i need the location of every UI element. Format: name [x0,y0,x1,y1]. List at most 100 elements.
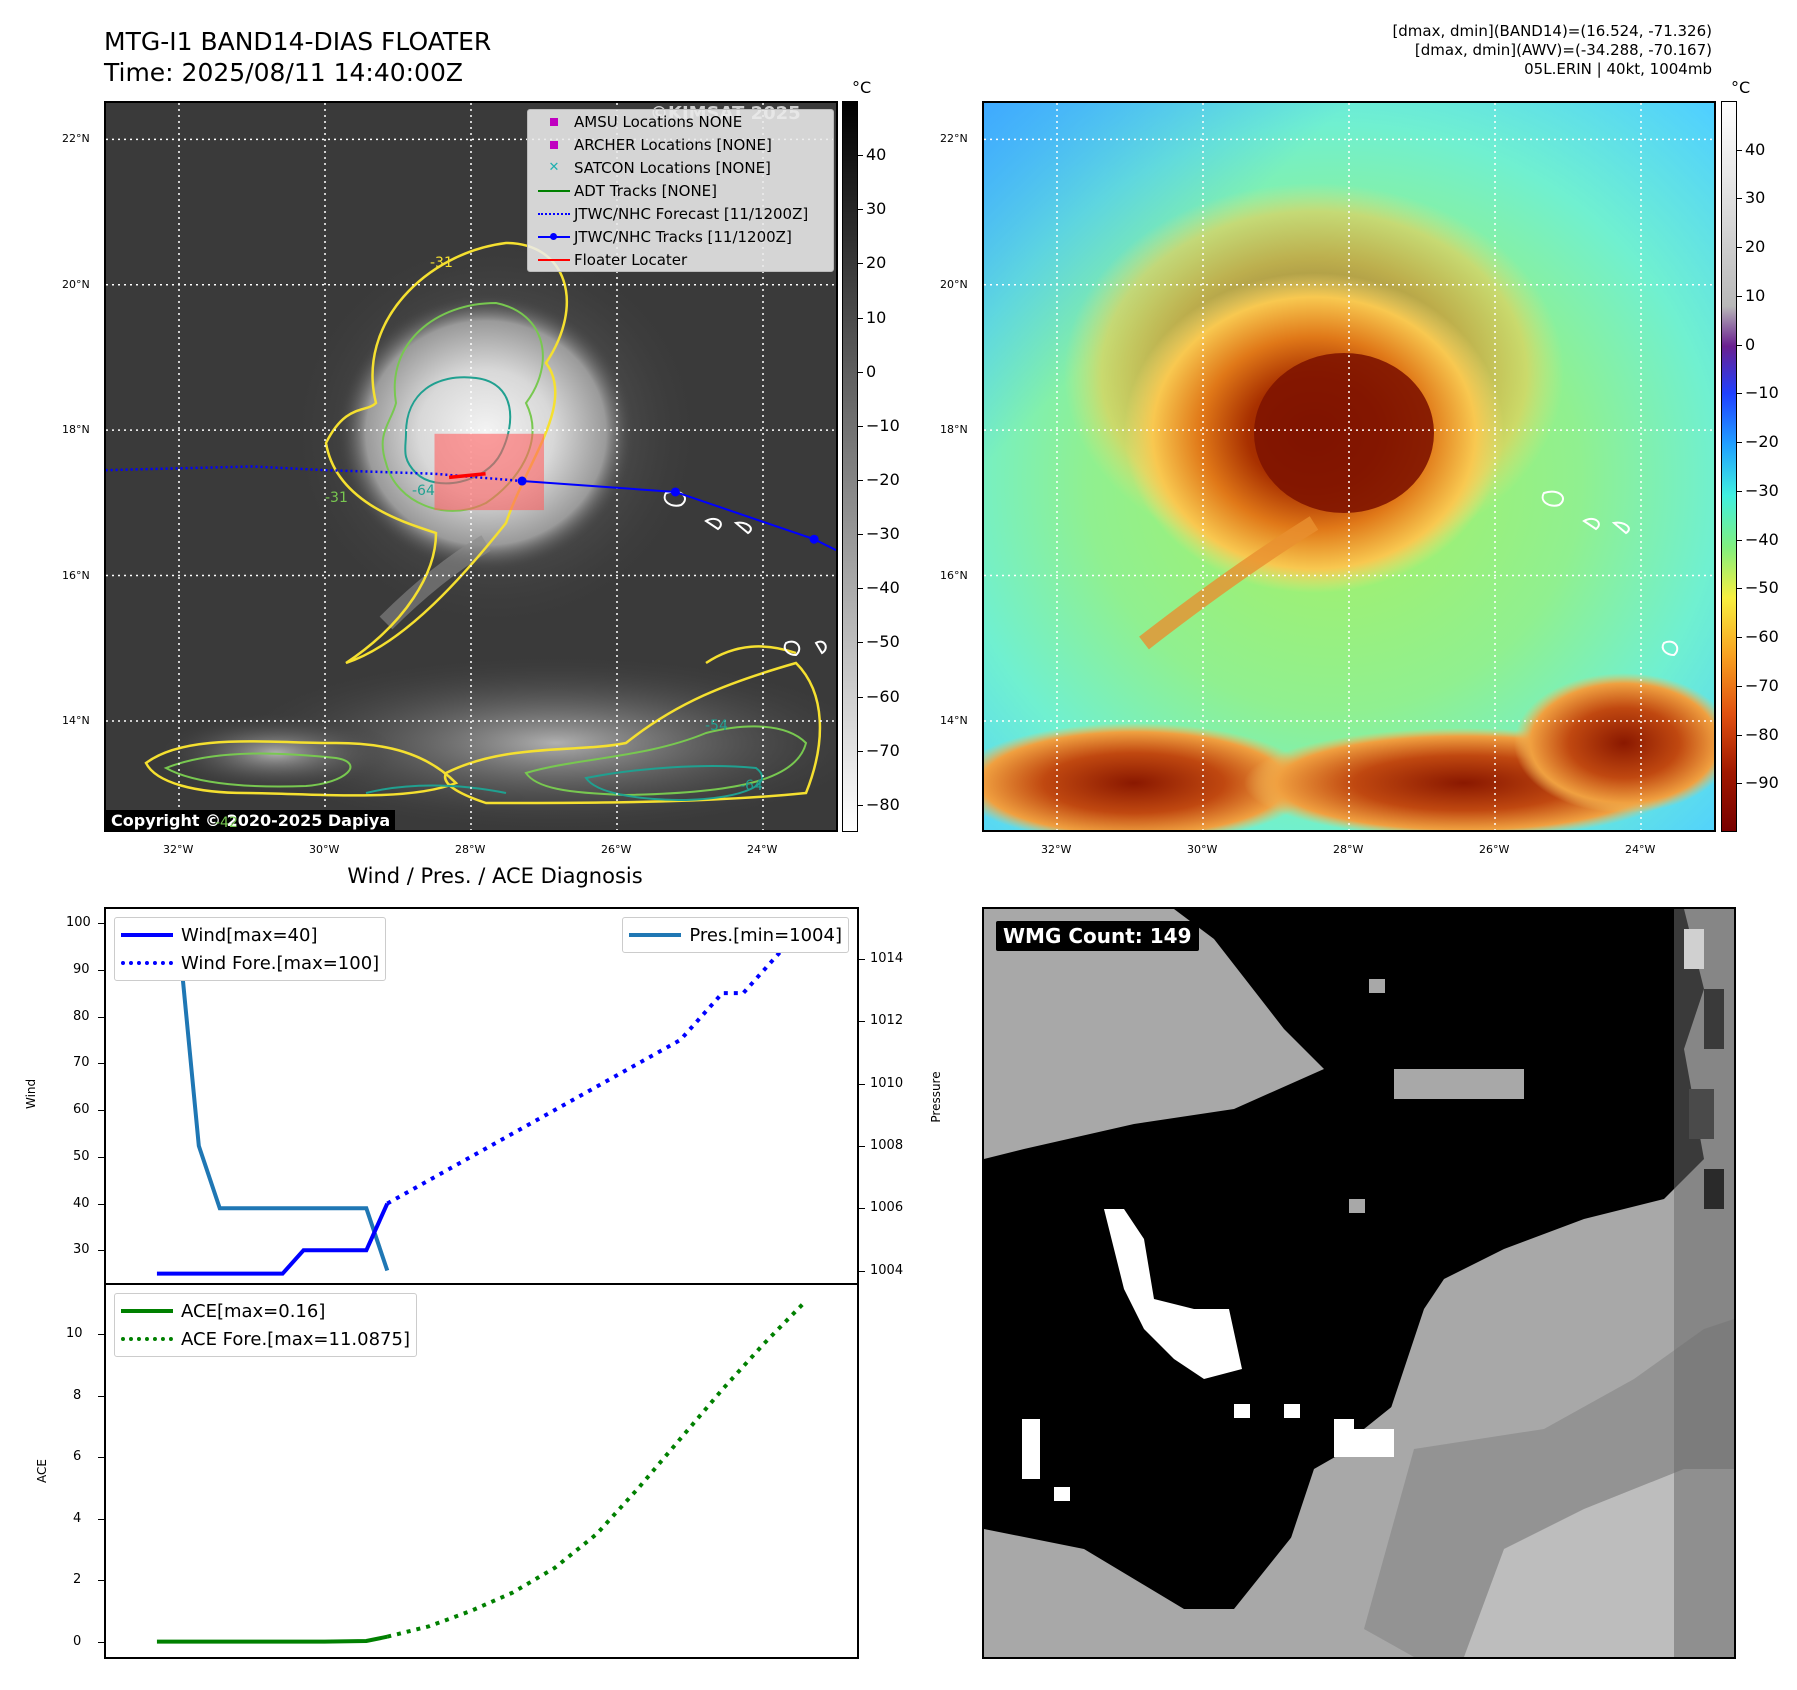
x-marker-icon: ✕ [548,160,560,175]
pressure-tick-mark [859,1145,865,1147]
colorbar-tick-mark [858,209,863,211]
ace-axis-label: ACE [35,1459,49,1483]
colorbar-tick-label: 30 [866,199,887,219]
wind-tick-label: 50 [73,1148,90,1164]
ace-tick-mark [98,1395,104,1397]
colorbar-tick-mark [1737,198,1742,200]
floater-box [434,433,544,511]
legend-floater-label: Floater Locater [574,250,688,269]
colorbar-tick-mark [858,642,863,644]
ir-legend: AMSU Locations NONE ARCHER Locations [NO… [527,109,834,272]
ir-colorbar-unit: °C [852,78,872,97]
wind-tick-label: 30 [73,1242,90,1258]
solid-line-icon [121,933,173,937]
ace-tick-mark [98,1518,104,1520]
colorbar-tick-label: 0 [1745,334,1756,354]
copyright-badge: Copyright © 2020-2025 Dapiya [106,810,396,830]
info-line1: [dmax, dmin](BAND14)=(16.524, -71.326) [1392,22,1712,40]
colorbar-tick-label: 0 [866,361,877,381]
colorbar-tick-mark [1737,247,1742,249]
wind-tick-mark [98,1250,104,1252]
wind-tick-mark [98,1110,104,1112]
colorbar-tick-label: −20 [1745,432,1779,452]
info-line3: 05L.ERIN | 40kt, 1004mb [1524,60,1712,78]
awv-colorbar [1721,101,1737,832]
colorbar-tick-label: −80 [1745,724,1779,744]
colorbar-tick-label: −20 [866,470,900,490]
contour-yellow [144,241,822,805]
colorbar-tick-label: −40 [1745,529,1779,549]
pressure-tick-label: 1008 [870,1137,904,1153]
ace-tick-label: 6 [73,1449,82,1465]
wmg-count-badge: WMG Count: 149 [996,921,1199,951]
legend-pres: Pres.[min=1004] [629,921,842,949]
colorbar-tick-mark [858,425,863,427]
colorbar-tick-label: 10 [1745,285,1766,305]
legend-pres-label: Pres.[min=1004] [689,924,842,946]
colorbar-tick-mark [1737,637,1742,639]
wind-tick-label: 80 [73,1008,90,1024]
dotted-line-icon [121,961,173,965]
wind-tick-mark [98,923,104,925]
legend-forecast: JTWC/NHC Forecast [11/1200Z] [528,202,833,225]
colorbar-tick-label: −70 [1745,675,1779,695]
lat-tick-label: 14°N [940,713,968,727]
pressure-tick-label: 1014 [870,950,904,966]
track-point [517,476,527,486]
solid-line-icon [629,933,682,937]
ace-legend: ACE[max=0.16] ACE Fore.[max=11.0875] [114,1293,417,1357]
best-track [522,480,836,552]
dotted-line-icon [121,1337,173,1341]
ir-tracks [106,433,836,552]
colorbar-tick-label: 40 [1745,139,1766,159]
lon-tick-label: 24°W [1625,843,1656,856]
colorbar-tick-mark [1737,734,1742,736]
colorbar-tick-mark [1737,442,1742,444]
pres-legend: Pres.[min=1004] [622,917,849,953]
wmg-panel: WMG Count: 149 [982,907,1736,1659]
wind-tick-mark [98,1016,104,1018]
legend-floater: Floater Locater [528,248,833,271]
legend-tracks: JTWC/NHC Tracks [11/1200Z] [528,225,833,248]
pressure-tick-mark [859,1083,865,1085]
colorbar-tick-mark [858,804,863,806]
diagnosis-title: Wind / Pres. / ACE Diagnosis [347,864,643,888]
colorbar-tick-mark [858,317,863,319]
colorbar-tick-mark [1737,344,1742,346]
wind-line [156,1202,390,1276]
colorbar-tick-label: −50 [866,632,900,652]
square-marker-icon [534,117,574,126]
colorbar-tick-mark [858,480,863,482]
info-line2: [dmax, dmin](AWV)=(-34.288, -70.167) [1414,41,1712,59]
wind-forecast-line [386,930,808,1206]
ace-tick-label: 4 [73,1510,82,1526]
legend-satcon-label: SATCON Locations [NONE] [574,158,771,177]
colorbar-tick-mark [1737,393,1742,395]
ace-tick-mark [98,1641,104,1643]
legend-wind-fore-label: Wind Fore.[max=100] [181,952,380,974]
pressure-tick-label: 1012 [870,1013,904,1029]
lon-tick-label: 28°W [455,843,486,856]
lon-tick-label: 30°W [1187,843,1218,856]
lat-tick-label: 20°N [62,277,90,291]
colorbar-tick-label: −10 [1745,383,1779,403]
lon-tick-label: 24°W [747,843,778,856]
ace-tick-mark [98,1457,104,1459]
pressure-tick-mark [859,958,865,960]
awv-map-panel [982,101,1716,832]
wind-tick-mark [98,1156,104,1158]
lat-tick-label: 22°N [940,132,968,146]
colorbar-tick-mark [858,750,863,752]
wind-tick-mark [98,1063,104,1065]
ace-tick-mark [98,1580,104,1582]
legend-ace-fore: ACE Fore.[max=11.0875] [121,1325,410,1353]
awv-gridlines [984,103,1714,830]
legend-wind-label: Wind[max=40] [181,924,318,946]
legend-forecast-label: JTWC/NHC Forecast [11/1200Z] [574,204,809,223]
lat-tick-label: 22°N [62,132,90,146]
colorbar-tick-label: 30 [1745,188,1766,208]
ace-tick-mark [98,1334,104,1336]
colorbar-tick-label: −50 [1745,578,1779,598]
pressure-line [156,925,390,1272]
colorbar-tick-mark [1737,149,1742,151]
